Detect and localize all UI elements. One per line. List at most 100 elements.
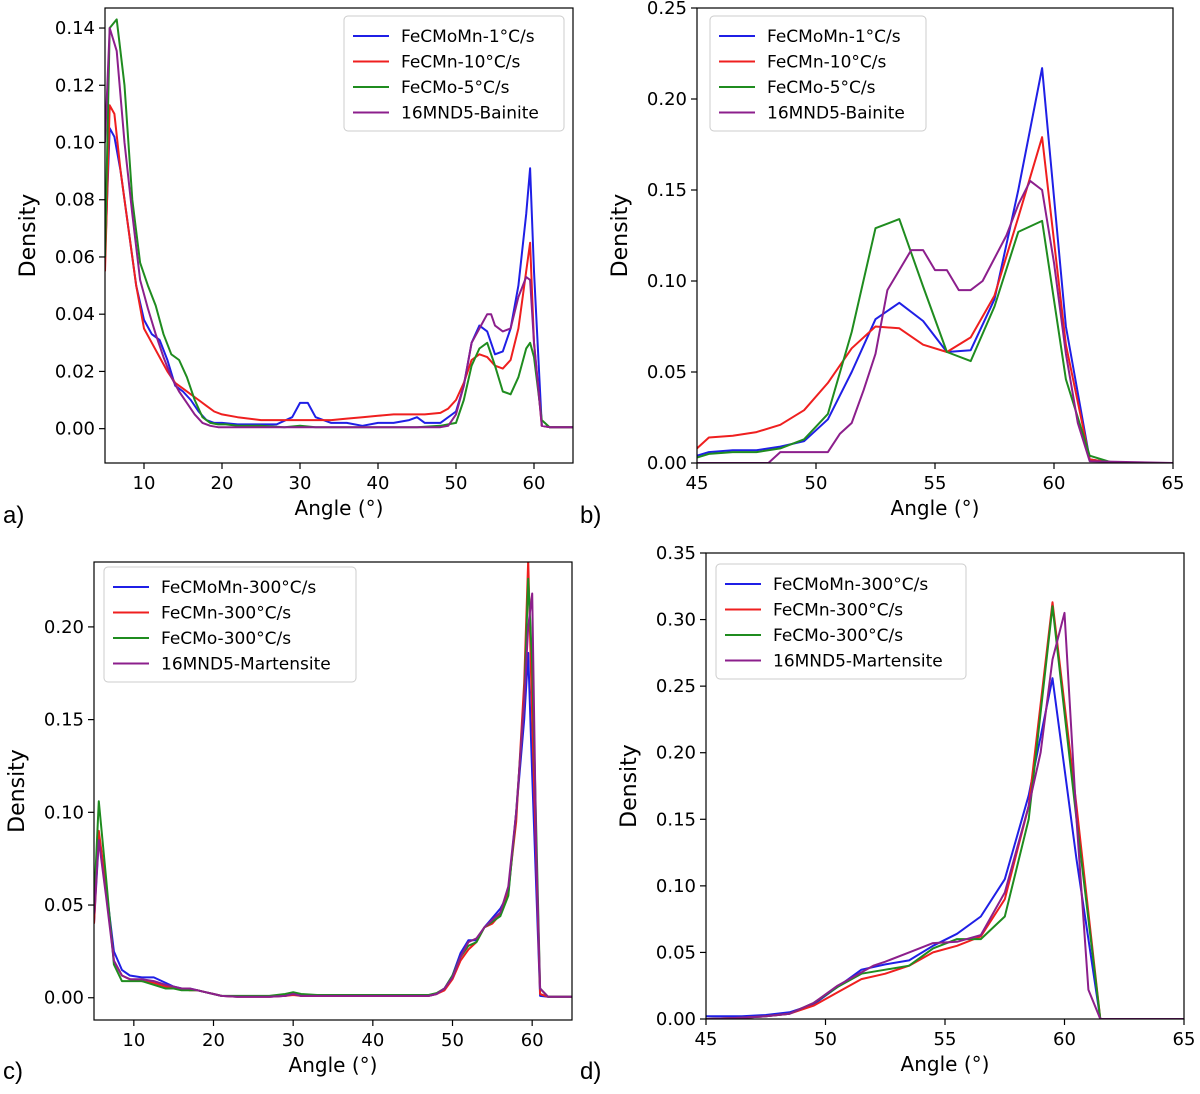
x-tick-label: 50	[805, 473, 828, 494]
x-tick-label: 50	[441, 1030, 464, 1051]
x-tick-label: 45	[686, 473, 709, 494]
panel-label-c: c)	[3, 1058, 23, 1085]
legend-entry: FeCMoMn-1°C/s	[767, 27, 901, 47]
series-line-fecmo-5-c-s	[105, 18, 573, 429]
x-tick-label: 45	[695, 1029, 718, 1050]
legend-box	[343, 15, 565, 132]
plot-frame	[104, 7, 574, 464]
legend: FeCMoMn-1°C/s FeCMn-10°C/s FeCMo-5°C/s 16MN…	[709, 15, 927, 132]
legend-entry: FeCMn-300°C/s	[161, 604, 291, 624]
y-tick-label: 0.00	[44, 988, 84, 1009]
chart-panel-d: 45 50 55 60 65 0.00 0.05 0.10 0.15 0.20 0.25 0.30 0.…	[617, 543, 1195, 1076]
series-line-16mnd5-bainite	[105, 27, 573, 429]
x-axis-label: Angle (°)	[289, 1053, 378, 1077]
series-line-16mnd5-martensite	[94, 592, 572, 998]
y-tick-label: 0.25	[647, 0, 687, 19]
legend-entry: FeCMoMn-300°C/s	[773, 575, 928, 595]
y-tick-label: 0.14	[55, 18, 95, 39]
panel-label-d: d)	[580, 1058, 602, 1085]
x-tick-label: 50	[814, 1029, 837, 1050]
x-tick-label: 20	[211, 473, 234, 494]
y-tick-label: 0.10	[44, 802, 84, 823]
y-tick-label: 0.05	[656, 942, 696, 963]
legend-entry: FeCMoMn-1°C/s	[401, 27, 535, 47]
legend-entry: FeCMo-5°C/s	[767, 78, 876, 98]
legend-entry: FeCMn-300°C/s	[773, 601, 903, 621]
x-tick-label: 40	[361, 1030, 384, 1051]
y-tick-label: 0.20	[44, 617, 84, 638]
y-axis-label: Density	[608, 194, 633, 278]
x-tick-label: 60	[521, 1030, 544, 1051]
legend-entry: FeCMo-5°C/s	[401, 78, 510, 98]
y-tick-label: 0.25	[656, 676, 696, 697]
y-tick-label: 0.10	[647, 271, 687, 292]
x-tick-label: 65	[1173, 1029, 1196, 1050]
x-axis-label: Angle (°)	[891, 496, 980, 520]
legend-box	[103, 566, 357, 683]
series-line-16mnd5-martensite	[706, 611, 1184, 1019]
series-line-fecmomn-300-c-s	[94, 651, 572, 998]
y-tick-label: 0.20	[656, 743, 696, 764]
y-tick-label: 0.06	[55, 247, 95, 268]
legend-entry: 16MND5-Martensite	[161, 655, 331, 675]
plot-frame	[93, 561, 573, 1021]
x-tick-label: 50	[445, 473, 468, 494]
x-tick-label: 10	[133, 473, 156, 494]
x-tick-label: 60	[1053, 1029, 1076, 1050]
x-tick-label: 20	[202, 1030, 225, 1051]
series-line-fecmn-10-c-s	[697, 136, 1173, 463]
y-tick-label: 0.08	[55, 190, 95, 211]
series-line-fecmomn-1-c-s	[697, 67, 1173, 463]
legend-entry: 16MND5-Bainite	[401, 104, 539, 124]
y-tick-label: 0.05	[647, 362, 687, 383]
legend-box	[715, 563, 967, 680]
x-axis-label: Angle (°)	[901, 1052, 990, 1076]
legend-entry: FeCMo-300°C/s	[773, 626, 903, 646]
y-tick-label: 0.15	[44, 710, 84, 731]
y-axis-label: Density	[5, 749, 30, 833]
legend-box	[709, 15, 927, 132]
legend-entry: FeCMn-10°C/s	[401, 53, 520, 73]
legend-entry: 16MND5-Bainite	[767, 104, 905, 124]
y-tick-label: 0.35	[656, 543, 696, 564]
x-tick-label: 30	[289, 473, 312, 494]
legend: FeCMoMn-300°C/s FeCMn-300°C/s FeCMo-300°C/…	[715, 563, 967, 680]
x-tick-label: 60	[1043, 473, 1066, 494]
y-axis-label: Density	[16, 194, 41, 278]
y-tick-label: 0.10	[55, 132, 95, 153]
y-tick-label: 0.30	[656, 610, 696, 631]
y-tick-label: 0.00	[55, 419, 95, 440]
x-axis-label: Angle (°)	[295, 496, 384, 520]
series-line-16mnd5-bainite	[697, 179, 1173, 463]
legend: FeCMoMn-1°C/s FeCMn-10°C/s FeCMo-5°C/s 16MN…	[343, 15, 565, 132]
x-tick-label: 10	[122, 1030, 145, 1051]
series-line-fecmn-10-c-s	[105, 104, 573, 429]
x-tick-label: 55	[934, 1029, 957, 1050]
x-tick-label: 30	[282, 1030, 305, 1051]
y-tick-label: 0.20	[647, 89, 687, 110]
x-tick-label: 60	[523, 473, 546, 494]
series-line-fecmo-5-c-s	[697, 218, 1173, 463]
chart-panel-c: 10 20 30 40 50 60 0.00 0.05 0.10 0.15 0.20 Angle (°…	[5, 561, 573, 1077]
legend-entry: 16MND5-Martensite	[773, 652, 943, 672]
y-tick-label: 0.00	[647, 453, 687, 474]
y-tick-label: 0.00	[656, 1009, 696, 1030]
y-tick-label: 0.04	[55, 304, 95, 325]
legend: FeCMoMn-300°C/s FeCMn-300°C/s FeCMo-300°C/…	[103, 566, 357, 683]
y-tick-label: 0.15	[647, 180, 687, 201]
y-tick-label: 0.05	[44, 895, 84, 916]
legend-entry: FeCMn-10°C/s	[767, 53, 886, 73]
y-axis-label: Density	[617, 744, 642, 828]
series-line-fecmomn-300-c-s	[706, 677, 1184, 1019]
x-tick-label: 65	[1162, 473, 1185, 494]
chart-panel-a: 10 20 30 40 50 60 0.00 0.02 0.04 0.06 0.08 0.10 0.12…	[16, 7, 574, 520]
y-tick-label: 0.10	[656, 876, 696, 897]
x-tick-label: 40	[367, 473, 390, 494]
legend-entry: FeCMoMn-300°C/s	[161, 578, 316, 598]
y-tick-label: 0.15	[656, 809, 696, 830]
legend-entry: FeCMo-300°C/s	[161, 629, 291, 649]
y-tick-label: 0.12	[55, 75, 95, 96]
panel-label-b: b)	[580, 502, 602, 529]
chart-panel-b: 45 50 55 60 65 0.00 0.05 0.10 0.15 0.20 0.25 Angle …	[608, 0, 1184, 520]
